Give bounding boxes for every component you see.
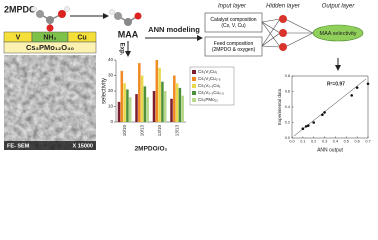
legend-swatch: [192, 91, 196, 95]
bar: [120, 70, 124, 122]
point: [312, 121, 316, 124]
point: [350, 94, 354, 97]
reactant: 2MPDO: [4, 4, 36, 14]
y-tick-label: 0.0: [285, 136, 290, 140]
hidden-node: [279, 15, 287, 23]
legend-swatch: [192, 77, 196, 81]
x-axis-title: ANN output: [317, 147, 343, 153]
legend-label: Cs₃V₁Cu₁: [198, 69, 218, 74]
y-tick-label: 0.6: [285, 90, 290, 94]
sem-label: FE- SEM: [7, 143, 30, 149]
y-tick-label: 0.2: [285, 121, 290, 125]
legend-swatch: [192, 84, 196, 88]
y-tick-label: 20: [108, 88, 114, 93]
legend-label: Cs₃PMo₁₂: [198, 97, 218, 102]
bar: [158, 67, 161, 122]
input-text: Feed composition (2MPDO & oxygen): [211, 40, 256, 53]
y-tick-label: 0: [110, 119, 113, 124]
x-tick-label: 0.6: [355, 140, 360, 144]
bar: [178, 87, 182, 122]
bar: [135, 94, 138, 122]
hidden-node: [279, 29, 287, 37]
input-label: Catalyst composition (Cs, V, Cu): [210, 16, 257, 29]
layer-title: Hidden layer: [266, 4, 301, 10]
legend-label: Cs₃V₀.₅Cu₁: [198, 83, 221, 88]
bar: [138, 63, 141, 122]
sem-image: [4, 55, 96, 150]
x-tick-label: 13/10: [157, 125, 162, 137]
layer-label: NH₃: [43, 34, 56, 41]
bar: [146, 97, 149, 122]
product: MAA: [118, 29, 139, 39]
x-tick-label: 0.2: [311, 140, 316, 144]
y-tick-label: 0.4: [285, 105, 290, 109]
x-tick-label: 0.1: [300, 140, 305, 144]
x-tick-label: 10/10: [122, 125, 127, 137]
input-label: Feed composition (2MPDO & oxygen): [211, 40, 256, 53]
legend-label: Cs₃V₀.₅Cu₀.₅: [198, 90, 224, 95]
x-tick-label: 0.7: [365, 140, 370, 144]
annotation: R²=0.97: [327, 81, 345, 87]
x-tick-label: 0.4: [333, 140, 338, 144]
point: [366, 82, 370, 86]
hidden-node: [279, 43, 287, 51]
bar: [161, 81, 164, 122]
bar: [152, 91, 156, 122]
y-tick-label: 30: [108, 73, 114, 78]
molecule: [31, 6, 70, 32]
point: [355, 86, 359, 89]
y-tick-label: 40: [108, 57, 114, 62]
sem-mag: X 15000: [73, 143, 94, 149]
bar: [163, 91, 167, 122]
y-tick-label: 0.8: [285, 74, 290, 78]
input-text: Catalyst composition (Cs, V, Cu): [210, 16, 257, 29]
sem-bar: [4, 141, 96, 150]
bar: [143, 86, 147, 122]
point: [301, 127, 305, 130]
x-axis-title: 2MPDO/O₂: [135, 146, 168, 153]
x-tick-label: 10/13: [139, 125, 144, 137]
legend-box: [189, 66, 235, 106]
graphical-abstract: 2MPDO V NH₃ Cu Cs₃PMo₁₂O₄₀ FE- SEM X 150…: [3, 4, 371, 153]
fit-line: [293, 78, 367, 137]
x-tick-label: 13/13: [174, 125, 179, 137]
bar: [173, 75, 176, 122]
ann-label: ANN modeling: [148, 25, 200, 34]
bar: [117, 101, 121, 122]
layer-title: Output layer: [322, 4, 356, 10]
x-tick-label: 0.3: [322, 140, 327, 144]
y-axis-title: selectivity: [102, 78, 108, 104]
point: [321, 113, 324, 117]
point: [323, 111, 326, 114]
bar: [181, 95, 184, 122]
legend-swatch: [192, 98, 196, 102]
y-axis-title: Experimental data: [277, 88, 282, 125]
bar: [140, 75, 144, 122]
y-tick-label: 10: [108, 104, 114, 109]
legend-label: Cs₃V₁Cu₀.₅: [198, 76, 221, 81]
x-tick-label: 0.5: [344, 140, 349, 144]
layer-label: V: [16, 34, 21, 41]
formula: Cs₃PMo₁₂O₄₀: [26, 43, 74, 52]
bar: [175, 83, 179, 122]
connections: [261, 18, 314, 48]
bar: [126, 89, 129, 122]
bar: [155, 60, 159, 122]
bar: [170, 98, 173, 122]
bar: [128, 97, 132, 122]
point: [304, 125, 308, 128]
output-node: [312, 24, 364, 42]
output-label: MAA selectivity: [320, 31, 357, 37]
molecule: [109, 9, 142, 26]
support: [3, 41, 97, 54]
input-box: [204, 12, 263, 33]
legend-swatch: [192, 70, 196, 74]
exp-label: Exp.: [118, 43, 124, 56]
bar: [123, 83, 126, 122]
layer-label: Cu: [77, 34, 86, 41]
input-box: [204, 36, 263, 57]
point: [306, 124, 310, 127]
layer-title: Input layer: [218, 4, 247, 10]
x-tick-label: 0.0: [289, 140, 294, 144]
